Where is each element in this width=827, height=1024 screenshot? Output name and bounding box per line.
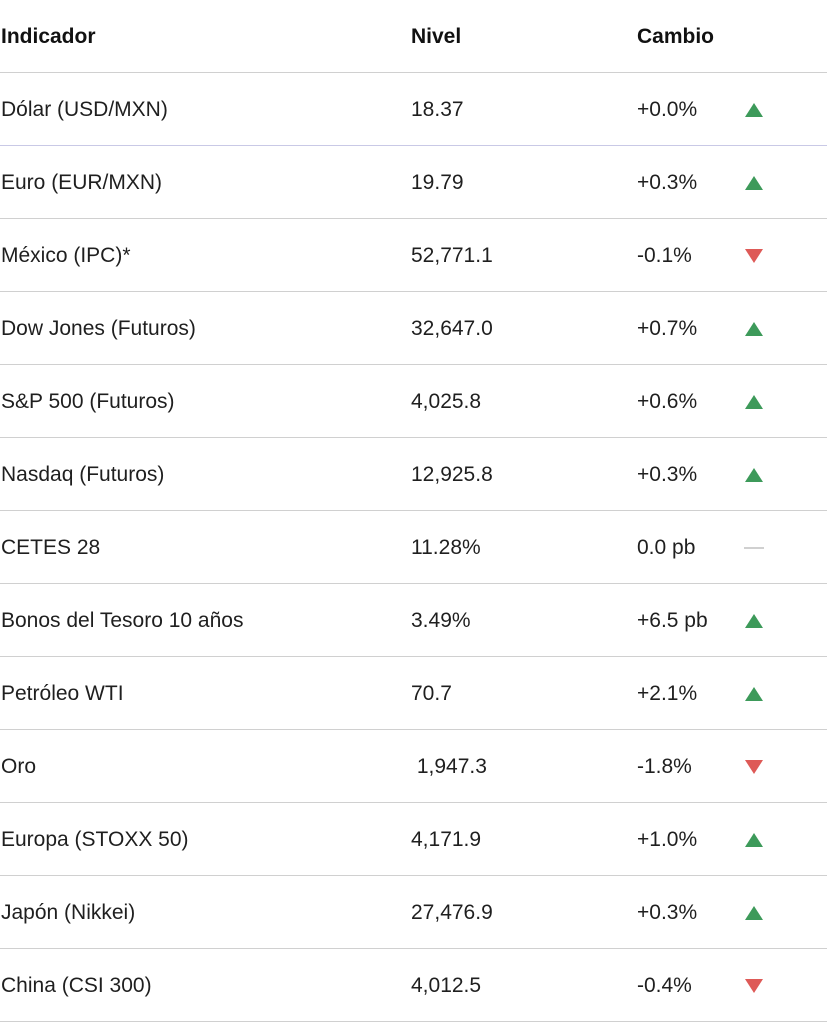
indicator-name: México (IPC)* (1, 244, 131, 267)
indicator-name: Nasdaq (Futuros) (1, 463, 165, 486)
triangle-down-icon (744, 979, 764, 993)
table-row: Bonos del Tesoro 10 años 3.49% +6.5 pb (0, 584, 827, 657)
indicator-level: 18.37 (411, 98, 464, 121)
indicator-level: 12,925.8 (411, 463, 493, 486)
indicator-change: 0.0 pb (637, 536, 696, 559)
triangle-up-icon (744, 176, 764, 190)
triangle-down-icon (744, 249, 764, 263)
table-header: Indicador Nivel Cambio (0, 0, 827, 73)
table-row: Nasdaq (Futuros) 12,925.8 +0.3% (0, 438, 827, 511)
triangle-up-icon (744, 468, 764, 482)
table-row: Oro 1,947.3 -1.8% (0, 730, 827, 803)
header-change: Cambio (637, 25, 715, 48)
dash-icon (744, 541, 764, 555)
indicator-level: 1,947.3 (411, 755, 487, 778)
indicator-change: +0.3% (637, 901, 698, 924)
indicator-level: 70.7 (411, 682, 452, 705)
indicator-level: 4,012.5 (411, 974, 482, 997)
indicator-level: 32,647.0 (411, 317, 493, 340)
indicator-change: -1.8% (637, 755, 692, 778)
table-row: Dólar (USD/MXN) 18.37 +0.0% (0, 73, 827, 146)
indicator-change: +6.5 pb (637, 609, 708, 632)
indicator-name: China (CSI 300) (1, 974, 152, 997)
triangle-up-icon (744, 103, 764, 117)
indicator-name: S&P 500 (Futuros) (1, 390, 175, 413)
indicator-name: Oro (1, 755, 37, 778)
table-row: México (IPC)* 52,771.1 -0.1% (0, 219, 827, 292)
table-row: Petróleo WTI 70.7 +2.1% (0, 657, 827, 730)
header-level: Nivel (411, 25, 462, 48)
indicator-level: 52,771.1 (411, 244, 493, 267)
table-row: CETES 28 11.28% 0.0 pb (0, 511, 827, 584)
indicator-name: CETES 28 (1, 536, 101, 559)
indicator-change: +0.0% (637, 98, 698, 121)
triangle-up-icon (744, 322, 764, 336)
header-indicator: Indicador (1, 25, 96, 48)
indicator-level: 4,171.9 (411, 828, 482, 851)
table-row: S&P 500 (Futuros) 4,025.8 +0.6% (0, 365, 827, 438)
table-row: Europa (STOXX 50) 4,171.9 +1.0% (0, 803, 827, 876)
indicator-name: Euro (EUR/MXN) (1, 171, 163, 194)
indicator-level: 27,476.9 (411, 901, 493, 924)
indicator-change: +0.3% (637, 463, 698, 486)
triangle-up-icon (744, 687, 764, 701)
indicator-level: 3.49% (411, 609, 471, 632)
indicator-change: +0.3% (637, 171, 698, 194)
indicator-change: +1.0% (637, 828, 698, 851)
indicator-change: +2.1% (637, 682, 698, 705)
indicator-level: 19.79 (411, 171, 464, 194)
indicator-change: -0.1% (637, 244, 692, 267)
triangle-up-icon (744, 614, 764, 628)
table-row: Dow Jones (Futuros) 32,647.0 +0.7% (0, 292, 827, 365)
triangle-up-icon (744, 833, 764, 847)
indicator-name: Dow Jones (Futuros) (1, 317, 196, 340)
triangle-up-icon (744, 395, 764, 409)
table-row: China (CSI 300) 4,012.5 -0.4% (0, 949, 827, 1022)
triangle-up-icon (744, 906, 764, 920)
indicator-change: +0.7% (637, 317, 698, 340)
indicator-level: 11.28% (411, 536, 481, 559)
indicator-level: 4,025.8 (411, 390, 482, 413)
indicator-name: Japón (Nikkei) (1, 901, 136, 924)
table-body: Dólar (USD/MXN) 18.37 +0.0% Euro (EUR/MXN) 1… (0, 73, 827, 1022)
indicator-name: Petróleo WTI (1, 682, 124, 705)
indicator-name: Europa (STOXX 50) (1, 828, 189, 851)
table-row: Euro (EUR/MXN) 19.79 +0.3% (0, 146, 827, 219)
triangle-down-icon (744, 760, 764, 774)
indicator-name: Dólar (USD/MXN) (1, 98, 168, 121)
indicator-name: Bonos del Tesoro 10 años (1, 609, 244, 632)
indicator-change: -0.4% (637, 974, 692, 997)
indicator-change: +0.6% (637, 390, 698, 413)
table-row: Japón (Nikkei) 27,476.9 +0.3% (0, 876, 827, 949)
